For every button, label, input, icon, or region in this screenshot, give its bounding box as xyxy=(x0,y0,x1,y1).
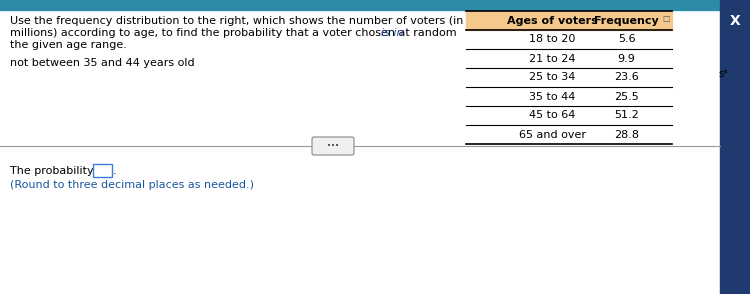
Text: the given age range.: the given age range. xyxy=(10,40,127,50)
Text: 23.6: 23.6 xyxy=(614,73,639,83)
Text: 25.5: 25.5 xyxy=(614,91,639,101)
Text: not between 35 and 44 years old: not between 35 and 44 years old xyxy=(10,58,195,68)
Text: 65 and over: 65 and over xyxy=(519,129,586,139)
Text: •••: ••• xyxy=(327,143,339,149)
Bar xyxy=(0,0,720,10)
Text: (Round to three decimal places as needed.): (Round to three decimal places as needed… xyxy=(10,180,254,190)
Bar xyxy=(720,0,750,294)
Text: □: □ xyxy=(662,14,670,23)
Text: 25 to 34: 25 to 34 xyxy=(530,73,576,83)
Bar xyxy=(466,11,672,30)
Text: 45 to 64: 45 to 64 xyxy=(530,111,576,121)
Text: 28.8: 28.8 xyxy=(614,129,639,139)
Text: 9.9: 9.9 xyxy=(618,54,635,64)
FancyBboxPatch shape xyxy=(312,137,354,155)
Text: X: X xyxy=(730,14,740,28)
Text: 5.6: 5.6 xyxy=(618,34,635,44)
Text: Frequency: Frequency xyxy=(594,16,659,26)
Text: Use the frequency distribution to the right, which shows the number of voters (i: Use the frequency distribution to the ri… xyxy=(10,16,464,26)
Text: millions) according to age, to find the probability that a voter chosen at rando: millions) according to age, to find the … xyxy=(10,28,460,38)
Text: The probability is: The probability is xyxy=(10,166,106,176)
Text: 35 to 44: 35 to 44 xyxy=(530,91,576,101)
FancyBboxPatch shape xyxy=(93,163,112,176)
Text: 21 to 24: 21 to 24 xyxy=(530,54,576,64)
Text: 51.2: 51.2 xyxy=(614,111,639,121)
Text: .: . xyxy=(112,166,116,176)
Text: is in: is in xyxy=(381,28,404,38)
Text: 18 to 20: 18 to 20 xyxy=(530,34,576,44)
Text: Ages of voters: Ages of voters xyxy=(507,16,598,26)
Text: s*: s* xyxy=(718,69,728,79)
